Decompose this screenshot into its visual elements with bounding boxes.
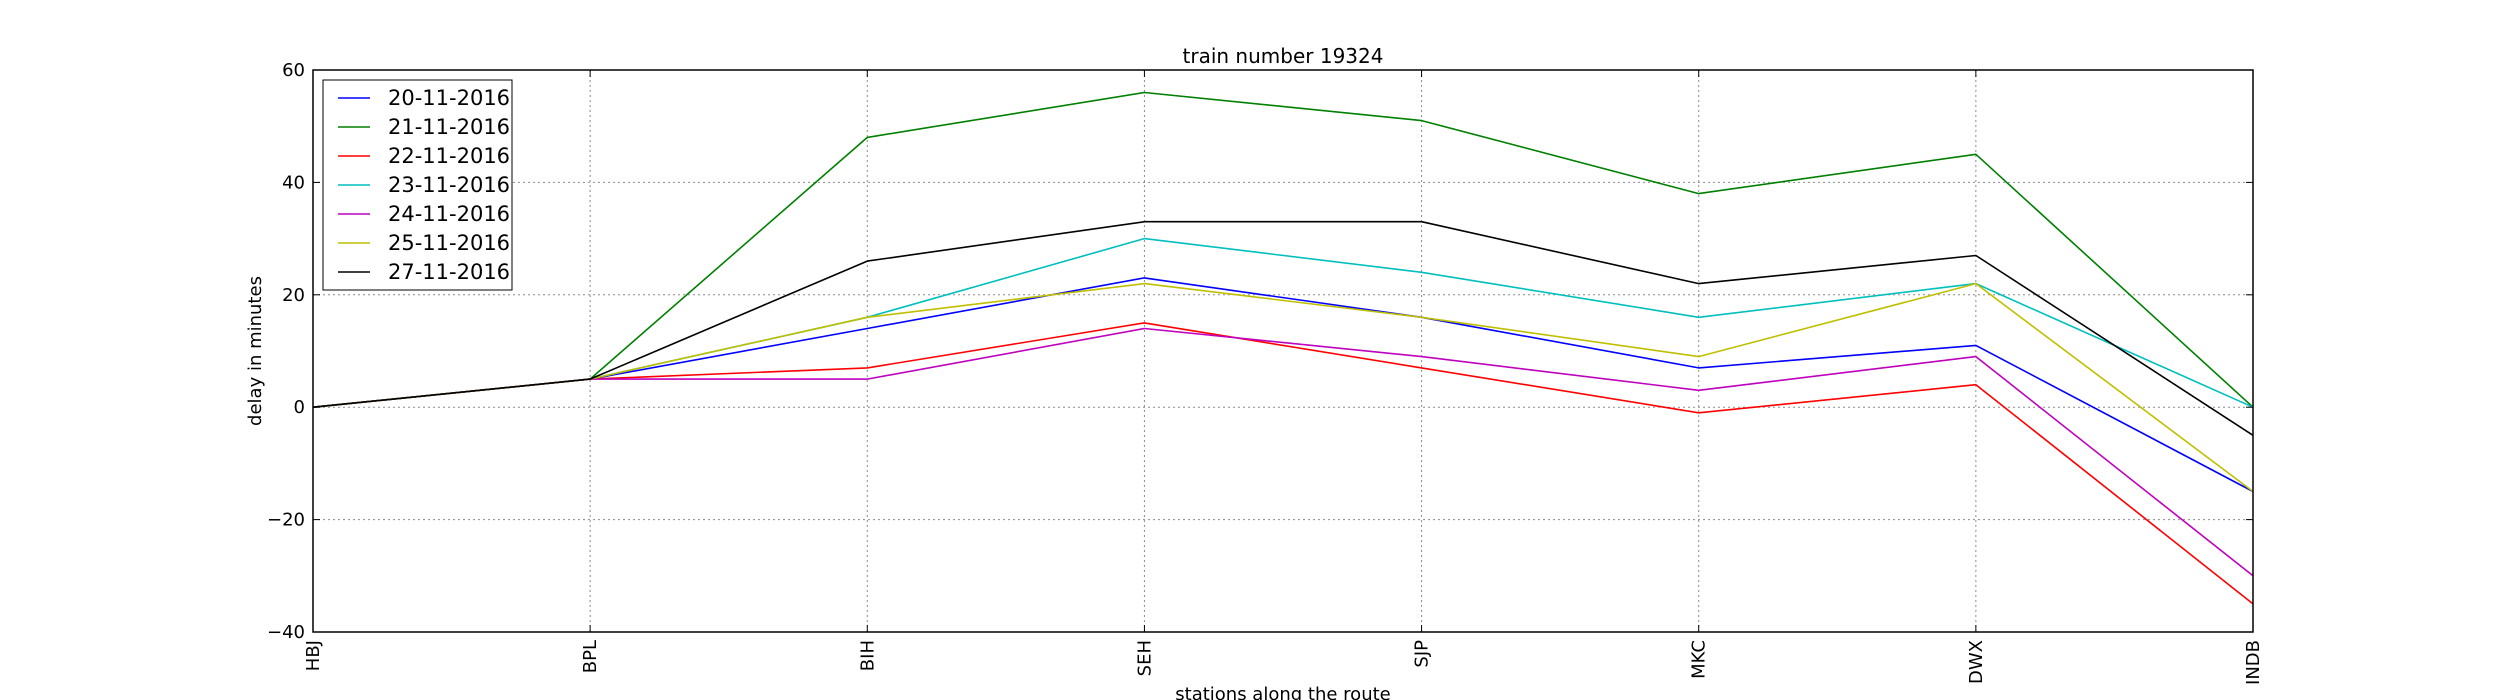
- series-line-23-11-2016: [312, 237, 2254, 408]
- x-tick-label: SEH: [1134, 640, 1155, 676]
- x-axis-label: stations along the route: [1175, 684, 1390, 700]
- legend-label: 24-11-2016: [388, 202, 510, 226]
- series-line-20-11-2016: [312, 277, 2254, 493]
- legend: 20-11-2016 21-11-2016 22-11-2016 23-11-2016…: [322, 79, 513, 291]
- series-line-25-11-2016: [312, 282, 2254, 493]
- y-tick-label: 60: [282, 60, 305, 81]
- series-layer: [312, 91, 2254, 605]
- grid-layer: [312, 69, 2254, 633]
- x-tick-label: HBJ: [303, 640, 324, 671]
- series-line-22-11-2016: [312, 322, 2254, 605]
- tick-layer: HBJ BPL BIH SEH SJP MKC DWX INDB −40 −20 0 20 40 60: [267, 60, 2264, 685]
- x-tick-label: BIH: [857, 640, 878, 671]
- x-tick-label: BPL: [580, 640, 601, 673]
- legend-label: 27-11-2016: [388, 260, 510, 284]
- series-line-27-11-2016: [312, 220, 2254, 436]
- legend-label: 23-11-2016: [388, 173, 510, 197]
- y-tick-label: −40: [267, 622, 305, 643]
- legend-label: 25-11-2016: [388, 231, 510, 255]
- legend-label: 22-11-2016: [388, 144, 510, 168]
- series-line-24-11-2016: [312, 327, 2254, 577]
- legend-label: 20-11-2016: [388, 86, 510, 110]
- y-tick-label: 20: [282, 285, 305, 306]
- legend-label: 21-11-2016: [388, 115, 510, 139]
- x-tick-label: SJP: [1412, 640, 1433, 668]
- y-tick-label: 40: [282, 172, 305, 193]
- x-tick-label: DWX: [1966, 640, 1987, 684]
- y-tick-label: 0: [294, 397, 305, 418]
- y-tick-label: −20: [267, 510, 305, 531]
- chart-title: train number 19324: [1183, 44, 1384, 68]
- series-line-21-11-2016: [312, 91, 2254, 408]
- plot-frame: [312, 69, 2254, 633]
- legend-items: 20-11-2016 21-11-2016 22-11-2016 23-11-2016…: [338, 86, 510, 284]
- x-tick-label: INDB: [2243, 640, 2264, 685]
- y-axis-label: delay in minutes: [245, 276, 266, 426]
- x-tick-label: MKC: [1689, 640, 1710, 679]
